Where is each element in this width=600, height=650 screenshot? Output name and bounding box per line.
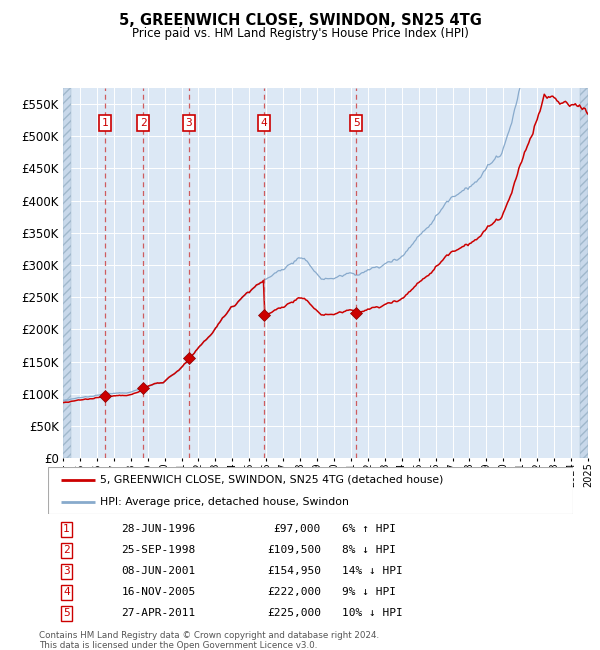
Text: £225,000: £225,000 bbox=[267, 608, 321, 618]
Text: 5, GREENWICH CLOSE, SWINDON, SN25 4TG (detached house): 5, GREENWICH CLOSE, SWINDON, SN25 4TG (d… bbox=[101, 474, 444, 485]
FancyBboxPatch shape bbox=[48, 467, 573, 514]
Text: 2: 2 bbox=[63, 545, 70, 555]
Text: 4: 4 bbox=[63, 588, 70, 597]
Text: 5: 5 bbox=[63, 608, 70, 618]
Text: 08-JUN-2001: 08-JUN-2001 bbox=[121, 566, 196, 577]
Text: 8% ↓ HPI: 8% ↓ HPI bbox=[342, 545, 396, 555]
Text: 14% ↓ HPI: 14% ↓ HPI bbox=[342, 566, 403, 577]
Text: HPI: Average price, detached house, Swindon: HPI: Average price, detached house, Swin… bbox=[101, 497, 349, 507]
Text: £222,000: £222,000 bbox=[267, 588, 321, 597]
Text: 27-APR-2011: 27-APR-2011 bbox=[121, 608, 196, 618]
Text: 3: 3 bbox=[185, 118, 193, 128]
Text: £154,950: £154,950 bbox=[267, 566, 321, 577]
Text: 25-SEP-1998: 25-SEP-1998 bbox=[121, 545, 196, 555]
Text: Contains HM Land Registry data © Crown copyright and database right 2024.
This d: Contains HM Land Registry data © Crown c… bbox=[39, 630, 379, 650]
Text: 1: 1 bbox=[102, 118, 109, 128]
Bar bbox=[63, 88, 71, 458]
Text: 3: 3 bbox=[63, 566, 70, 577]
Text: 6% ↑ HPI: 6% ↑ HPI bbox=[342, 525, 396, 534]
Text: 2: 2 bbox=[140, 118, 146, 128]
Text: £109,500: £109,500 bbox=[267, 545, 321, 555]
Text: 4: 4 bbox=[260, 118, 268, 128]
Text: 5, GREENWICH CLOSE, SWINDON, SN25 4TG: 5, GREENWICH CLOSE, SWINDON, SN25 4TG bbox=[119, 13, 481, 28]
Text: 9% ↓ HPI: 9% ↓ HPI bbox=[342, 588, 396, 597]
Bar bbox=[580, 88, 588, 458]
Text: 10% ↓ HPI: 10% ↓ HPI bbox=[342, 608, 403, 618]
Text: 28-JUN-1996: 28-JUN-1996 bbox=[121, 525, 196, 534]
Text: 16-NOV-2005: 16-NOV-2005 bbox=[121, 588, 196, 597]
Text: Price paid vs. HM Land Registry's House Price Index (HPI): Price paid vs. HM Land Registry's House … bbox=[131, 27, 469, 40]
Text: 1: 1 bbox=[63, 525, 70, 534]
Text: 5: 5 bbox=[353, 118, 359, 128]
Text: £97,000: £97,000 bbox=[274, 525, 321, 534]
